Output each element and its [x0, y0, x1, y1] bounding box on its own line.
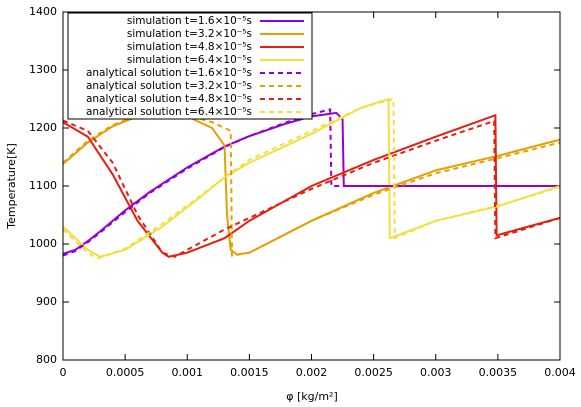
- x-tick-label: 0.0015: [230, 366, 269, 379]
- x-tick-label: 0.0005: [106, 366, 145, 379]
- x-tick-label: 0: [60, 366, 67, 379]
- x-tick-label: 0.0035: [479, 366, 518, 379]
- y-tick-label: 1000: [29, 237, 57, 250]
- series-line: [62, 111, 561, 257]
- x-tick-label: 0.004: [544, 366, 576, 379]
- series-line: [62, 113, 561, 258]
- x-tick-label: 0.001: [172, 366, 204, 379]
- legend-label: analytical solution t=1.6×10⁻⁵s: [86, 67, 252, 79]
- series-line: [62, 97, 561, 260]
- legend-label: simulation t=6.4×10⁻⁵s: [127, 54, 252, 66]
- x-tick-label: 0.003: [420, 366, 452, 379]
- y-tick-label: 900: [36, 295, 57, 308]
- legend-box: [67, 12, 313, 120]
- legend-label: analytical solution t=3.2×10⁻⁵s: [86, 80, 252, 92]
- y-tick-label: 1200: [29, 121, 57, 134]
- y-axis-label: Temperature[K]: [5, 143, 18, 229]
- y-tick-label: 1400: [29, 5, 57, 18]
- x-axis-label: φ [kg/m²]: [286, 390, 338, 403]
- legend-label: simulation t=3.2×10⁻⁵s: [127, 28, 252, 40]
- y-tick-label: 800: [36, 353, 57, 366]
- y-tick-label: 1100: [29, 179, 57, 192]
- legend-label: analytical solution t=6.4×10⁻⁵s: [86, 106, 252, 118]
- x-tick-label: 0.002: [296, 366, 328, 379]
- legend-label: simulation t=4.8×10⁻⁵s: [127, 41, 252, 53]
- legend-label: simulation t=1.6×10⁻⁵s: [127, 15, 252, 27]
- y-tick-label: 1300: [29, 63, 57, 76]
- series-line: [62, 108, 560, 257]
- plot-frame: [62, 11, 561, 361]
- x-tick-label: 0.0025: [354, 366, 393, 379]
- legend-label: analytical solution t=4.8×10⁻⁵s: [86, 93, 252, 105]
